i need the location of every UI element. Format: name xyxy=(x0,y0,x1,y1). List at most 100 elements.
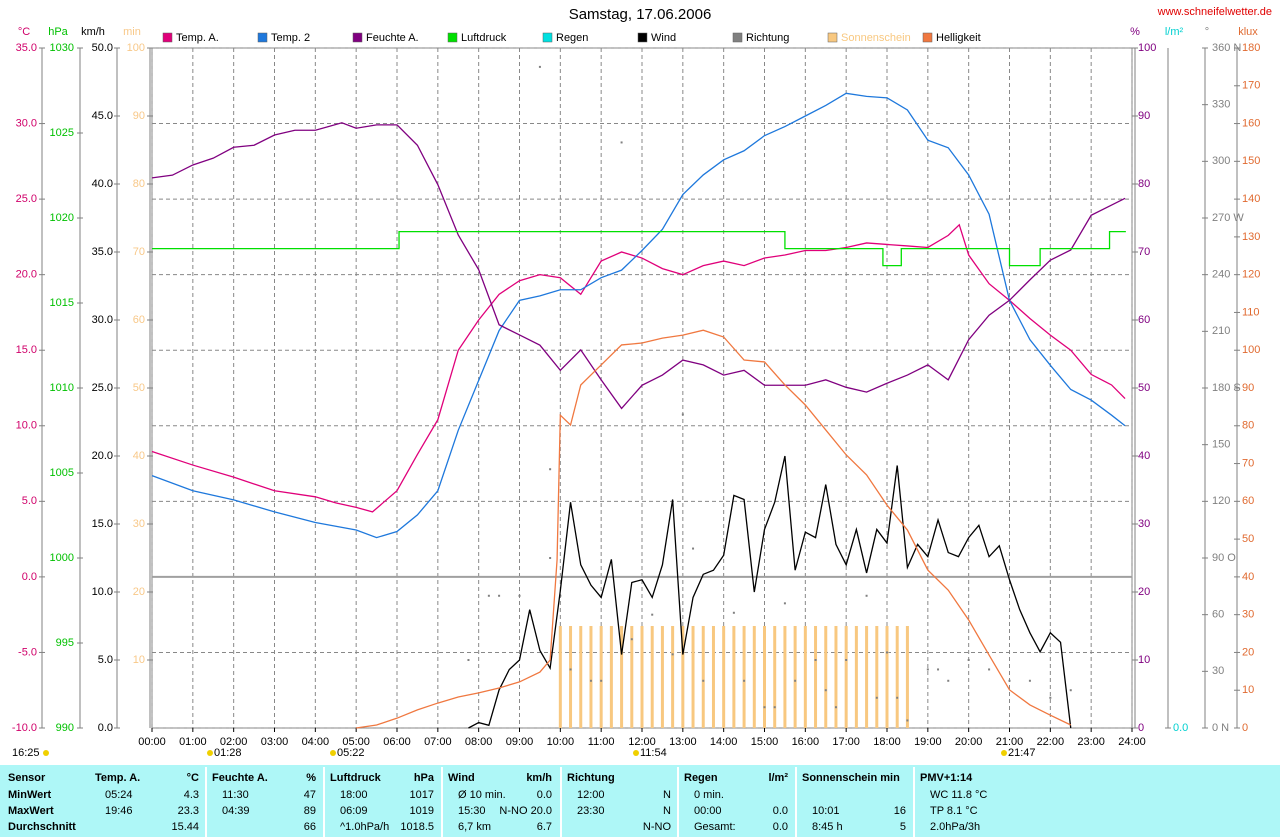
column-header: Sonnenschein min xyxy=(802,772,900,784)
direction-dot xyxy=(702,679,705,682)
y-tick-label: 240 xyxy=(1212,269,1230,281)
y-tick-label: 1010 xyxy=(50,382,74,394)
table-cell: 66 xyxy=(304,821,316,833)
direction-dot xyxy=(681,413,684,416)
sunshine-bar xyxy=(895,626,899,728)
column-header: PMV+1:14 xyxy=(920,772,973,784)
y-tick-label: 45.0 xyxy=(92,110,113,122)
direction-dot xyxy=(549,468,552,471)
direction-dot xyxy=(988,668,991,671)
x-tick-label: 14:00 xyxy=(710,736,738,748)
table-cell: 12:00 xyxy=(577,789,605,801)
sunshine-bar xyxy=(671,626,675,728)
direction-dot xyxy=(824,689,827,692)
sunshine-bar xyxy=(803,626,807,728)
direction-dot xyxy=(589,679,592,682)
sunshine-bar xyxy=(834,626,838,728)
sunshine-bar xyxy=(773,626,777,728)
direction-dot xyxy=(538,65,541,68)
y-tick-label: 90 O xyxy=(1212,552,1236,564)
x-tick-label: 02:00 xyxy=(220,736,248,748)
event-icon xyxy=(43,750,49,756)
series-line xyxy=(151,122,1126,410)
legend-label: Feuchte A. xyxy=(366,32,419,44)
y-tick-label: 100 xyxy=(1138,42,1156,54)
y-tick-label: 990 xyxy=(56,722,74,734)
y-tick-label: 360 N xyxy=(1212,42,1241,54)
y-tick-label: 0 xyxy=(1242,722,1248,734)
y-tick-label: 0.0 xyxy=(1173,722,1188,734)
sunshine-bar xyxy=(579,626,583,728)
direction-dot xyxy=(518,594,521,597)
table-cell: 10:01 xyxy=(812,805,840,817)
y-tick-label: 30 xyxy=(1138,518,1150,530)
sunshine-bar xyxy=(691,626,695,728)
x-tick-label: 03:00 xyxy=(261,736,289,748)
axis-unit: ° xyxy=(1205,26,1209,38)
legend-label: Temp. A. xyxy=(176,32,219,44)
y-tick-label: 30 xyxy=(1212,665,1224,677)
table-cell: 6,7 km xyxy=(458,821,491,833)
direction-dot xyxy=(630,638,633,641)
y-tick-label: 25.0 xyxy=(16,193,37,205)
direction-dot xyxy=(569,668,572,671)
y-tick-label: 180 xyxy=(1242,42,1260,54)
column-unit: km/h xyxy=(526,772,552,784)
sunshine-bar xyxy=(844,626,848,728)
y-tick-label: 35.0 xyxy=(16,42,37,54)
table-cell: Gesamt: xyxy=(694,821,736,833)
y-tick-label: 80 xyxy=(1242,420,1254,432)
x-tick-label: 07:00 xyxy=(424,736,452,748)
x-tick-label: 06:00 xyxy=(383,736,411,748)
y-tick-label: -5.0 xyxy=(18,646,37,658)
y-tick-label: 35.0 xyxy=(92,246,113,258)
table-cell: N xyxy=(663,805,671,817)
y-tick-label: 30 xyxy=(133,518,145,530)
y-tick-label: 1030 xyxy=(50,42,74,54)
direction-dot xyxy=(651,613,654,616)
x-tick-label: 21:00 xyxy=(996,736,1024,748)
sunshine-bar xyxy=(885,626,889,728)
y-tick-label: 995 xyxy=(56,637,74,649)
direction-dot xyxy=(814,659,817,661)
y-tick-label: 80 xyxy=(1138,178,1150,190)
event-time: 11:54 xyxy=(640,747,667,759)
table-cell: 1017 xyxy=(410,789,434,801)
axis-unit: min xyxy=(123,26,141,38)
direction-dot xyxy=(1049,696,1052,699)
y-tick-label: 15.0 xyxy=(92,518,113,530)
sunshine-bar xyxy=(681,626,685,728)
sunshine-bar xyxy=(763,626,766,728)
direction-dot xyxy=(845,659,848,661)
table-cell: 0.0 xyxy=(773,805,788,817)
x-tick-label: 05:00 xyxy=(342,736,370,748)
y-tick-label: 10.0 xyxy=(16,420,37,432)
x-tick-label: 11:00 xyxy=(588,736,615,748)
table-cell: 89 xyxy=(304,805,316,817)
y-tick-label: 1000 xyxy=(50,552,74,564)
direction-dot xyxy=(906,719,909,722)
sunshine-bar xyxy=(589,626,593,728)
x-tick-label: 20:00 xyxy=(955,736,983,748)
table-cell: WC 11.8 °C xyxy=(930,789,987,801)
direction-dot xyxy=(763,706,766,709)
table-cell: Ø 10 min. xyxy=(458,789,506,801)
y-tick-label: 150 xyxy=(1212,439,1230,451)
y-tick-label: 270 W xyxy=(1212,212,1244,224)
column-header: Richtung xyxy=(567,772,615,784)
x-tick-label: 23:00 xyxy=(1077,736,1105,748)
y-tick-label: 20.0 xyxy=(92,450,113,462)
sunshine-bar xyxy=(783,626,787,728)
y-tick-label: 0 N xyxy=(1212,722,1229,734)
y-tick-label: 100 xyxy=(127,42,145,54)
series-line xyxy=(356,329,1072,729)
column-header: Feuchte A. xyxy=(212,772,268,784)
y-tick-label: 30.0 xyxy=(16,117,37,129)
column-header: Luftdruck xyxy=(330,772,382,784)
x-tick-label: 22:00 xyxy=(1037,736,1065,748)
table-cell: 47 xyxy=(304,789,316,801)
y-tick-label: 90 xyxy=(1242,382,1254,394)
y-tick-label: 20 xyxy=(1242,646,1254,658)
x-tick-label: 16:00 xyxy=(792,736,820,748)
